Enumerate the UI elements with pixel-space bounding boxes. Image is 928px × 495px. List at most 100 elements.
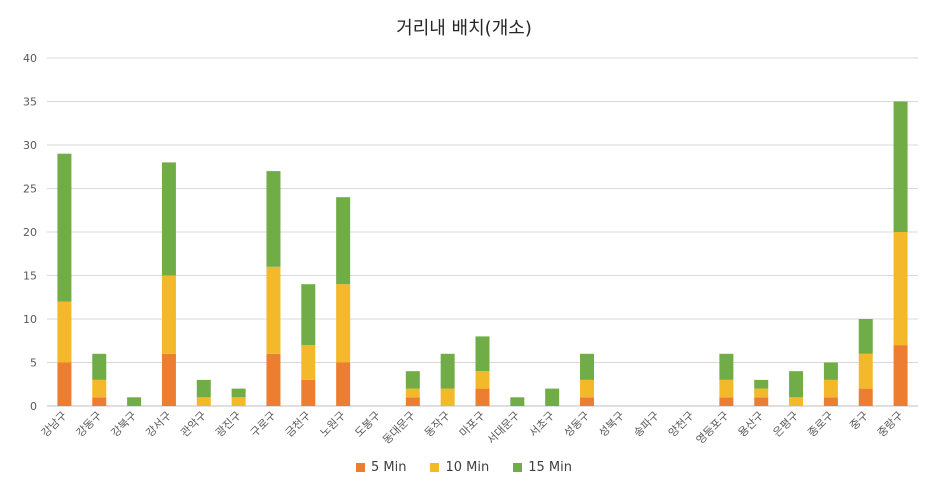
x-tick-label: 강동구 <box>74 409 105 440</box>
y-tick-label: 30 <box>23 139 37 152</box>
bar-segment <box>719 379 734 398</box>
x-tick-label: 도봉구 <box>352 409 383 440</box>
bar-segment <box>823 379 838 398</box>
bar-segment <box>719 353 734 380</box>
x-tick-label: 금천구 <box>282 408 313 439</box>
bar-segment <box>405 397 420 406</box>
bar-segment <box>858 353 873 389</box>
x-tick-label: 강북구 <box>109 409 140 440</box>
bar-segment <box>789 397 804 406</box>
bar-segment <box>161 162 176 276</box>
bar-segment <box>475 388 490 406</box>
x-tick-label: 동작구 <box>422 409 453 440</box>
bar-segment <box>196 379 211 398</box>
bar-segment <box>475 371 490 389</box>
bar-segment <box>57 362 72 406</box>
legend-item: 10 Min <box>430 460 489 475</box>
bar-segment <box>823 397 838 406</box>
legend-swatch <box>356 463 365 472</box>
x-tick-label: 강서구 <box>143 409 174 440</box>
x-tick-label: 노원구 <box>318 409 349 440</box>
x-tick-label: 성동구 <box>561 409 592 440</box>
legend-item: 5 Min <box>356 460 406 475</box>
x-tick-label: 구로구 <box>248 409 279 440</box>
bar-segment <box>301 284 316 346</box>
bar-segment <box>57 301 72 363</box>
x-tick-label: 서대문구 <box>485 409 523 447</box>
x-tick-label: 송파구 <box>631 409 662 440</box>
bars-layer <box>57 101 908 406</box>
bar-segment <box>231 388 246 398</box>
y-tick-label: 40 <box>23 52 37 65</box>
y-axis-labels: 0 5 10 15 20 25 30 35 40 <box>23 52 37 413</box>
x-tick-label: 영등포구 <box>694 409 732 447</box>
legend-item: 15 Min <box>513 460 572 475</box>
x-tick-label: 중구 <box>847 409 871 433</box>
bar-segment <box>301 379 316 406</box>
bar-segment <box>893 345 908 406</box>
bar-segment <box>893 232 908 346</box>
bar-segment <box>266 266 281 354</box>
bar-segment <box>754 379 769 389</box>
bar-segment <box>231 397 246 406</box>
bar-segment <box>893 101 908 232</box>
x-tick-label: 용산구 <box>736 409 767 440</box>
bar-segment <box>266 353 281 406</box>
x-tick-label: 강남구 <box>39 409 70 440</box>
x-tick-label: 관악구 <box>178 409 209 440</box>
bar-segment <box>405 388 420 398</box>
bar-segment <box>580 353 595 380</box>
bar-segment <box>510 397 525 406</box>
bar-segment <box>336 284 351 363</box>
y-tick-label: 15 <box>23 270 37 283</box>
y-tick-label: 25 <box>23 183 37 196</box>
bar-segment <box>336 197 351 285</box>
x-tick-label: 종로구 <box>805 409 836 440</box>
legend-label: 15 Min <box>528 460 572 475</box>
legend-label: 5 Min <box>371 460 407 475</box>
bar-segment <box>754 388 769 398</box>
x-tick-label: 광진구 <box>213 409 244 440</box>
legend-label: 10 Min <box>445 460 490 475</box>
chart-title: 거리내 배치(개소) <box>396 18 532 39</box>
bar-segment <box>336 362 351 406</box>
y-tick-label: 20 <box>23 226 37 239</box>
bar-segment <box>789 371 804 398</box>
x-tick-label: 양천구 <box>665 408 696 439</box>
y-tick-label: 0 <box>30 400 37 413</box>
bar-segment <box>580 379 595 398</box>
y-tick-label: 10 <box>23 313 37 326</box>
bar-segment <box>545 388 560 406</box>
bar-segment <box>823 362 838 380</box>
x-tick-label: 마포구 <box>457 409 488 440</box>
bar-segment <box>440 388 455 406</box>
bar-segment <box>92 379 107 398</box>
bar-segment <box>475 336 490 372</box>
bar-segment <box>266 171 281 267</box>
x-tick-label: 동대문구 <box>380 409 418 447</box>
bar-segment <box>858 388 873 406</box>
x-tick-label: 은평구 <box>771 409 802 440</box>
bar-segment <box>161 275 176 354</box>
legend-swatch <box>513 463 523 472</box>
bar-segment <box>92 353 107 380</box>
x-tick-label: 중랑구 <box>875 409 906 440</box>
bar-segment <box>127 397 142 406</box>
bar-segment <box>858 319 873 354</box>
bar-segment <box>580 397 595 406</box>
bar-segment <box>440 353 455 389</box>
y-tick-label: 35 <box>23 96 37 109</box>
bar-segment <box>196 397 211 406</box>
bar-segment <box>301 345 316 380</box>
x-tick-label: 성북구 <box>596 409 627 440</box>
bar-segment <box>405 371 420 389</box>
x-tick-label: 서초구 <box>527 409 558 440</box>
bar-segment <box>92 397 107 406</box>
bar-segment <box>719 397 734 406</box>
bar-segment <box>754 397 769 406</box>
y-tick-label: 5 <box>30 357 37 370</box>
bar-segment <box>161 353 176 406</box>
